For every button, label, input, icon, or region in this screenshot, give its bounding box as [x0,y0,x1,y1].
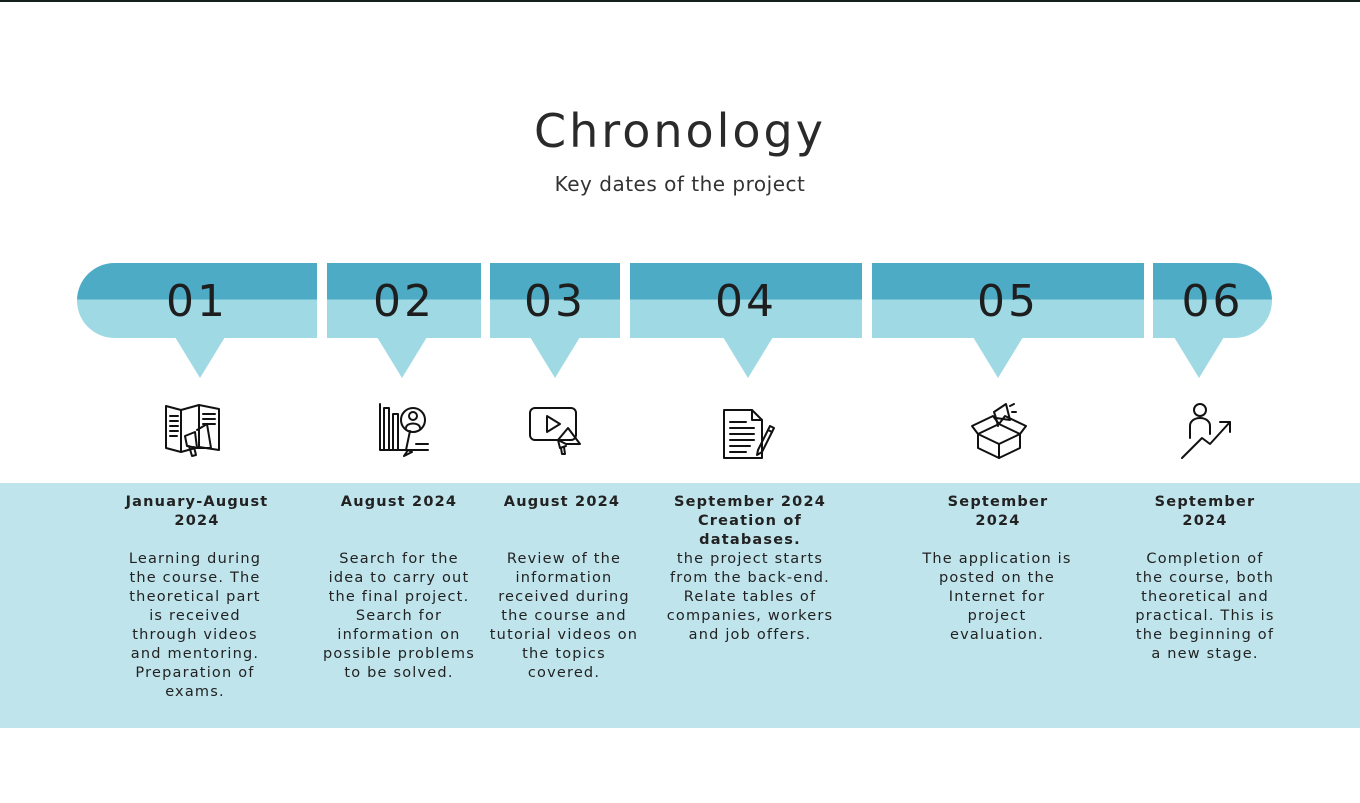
step-pointer [530,337,580,378]
step-date: September 2024 [947,494,1049,529]
box-megaphone-icon [966,400,1030,464]
step-number: 06 [1181,276,1244,327]
step-number: 05 [977,276,1039,327]
search-person-chart-icon [372,400,436,464]
step-date: August 2024 [340,494,458,510]
brochure-megaphone-icon [161,400,225,464]
step-description: The application is posted on the Interne… [922,551,1072,643]
timeline-description-band [0,483,1360,728]
step-number-badge: 05 [872,263,1144,338]
step-date: August 2024 [503,494,621,510]
step-date: September 2024 [1154,494,1256,529]
step-number-badge: 04 [630,263,862,338]
step-pointer [175,337,225,378]
step-date: January-August 2024 [125,494,269,529]
person-growth-arrow-icon [1176,400,1240,464]
page-subtitle: Key dates of the project [554,172,806,196]
step-pointer [1174,337,1224,378]
step-number-badge: 02 [327,263,481,338]
step-number: 04 [715,276,777,327]
step-description: Completion of the course, both theoretic… [1135,551,1275,662]
step-description: the project starts from the back-end. Re… [666,551,834,643]
step-description: Search for the idea to carry out the fin… [323,551,475,681]
document-pencil-icon [716,400,780,464]
step-pointer [723,337,773,378]
step-number-badge: 06 [1153,263,1272,338]
step-number: 02 [373,276,435,327]
step-number: 03 [524,276,586,327]
step-pointer [377,337,427,378]
top-border-line [0,0,1360,2]
video-megaphone-icon [522,400,586,464]
step-description: Learning during the course. The theoreti… [128,551,262,700]
page-title: Chronology [534,104,826,158]
step-number-badge: 03 [490,263,620,338]
step-number-badge: 01 [77,263,317,338]
step-date: September 2024 Creation of databases. [673,494,827,548]
step-pointer [973,337,1023,378]
step-number: 01 [166,276,228,327]
step-description: Review of the information received durin… [489,551,639,681]
